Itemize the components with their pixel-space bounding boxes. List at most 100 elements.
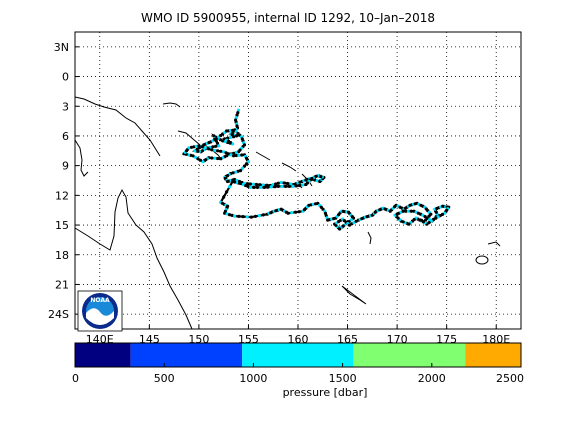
lat-tick-label: 0	[62, 71, 69, 84]
track-point	[236, 108, 241, 112]
track-point	[198, 158, 202, 162]
track-point	[253, 214, 257, 218]
logo-gull	[86, 308, 114, 325]
coastline-new-ireland	[177, 130, 201, 146]
track-point	[210, 148, 214, 152]
coastline-vanuatu	[367, 231, 372, 245]
coastline-solomon-1	[255, 151, 271, 161]
track-point	[231, 179, 235, 184]
track-point	[291, 184, 295, 188]
track-point	[192, 145, 196, 149]
track-point	[237, 214, 241, 218]
coastline-new-guinea	[74, 96, 161, 157]
track-point	[225, 190, 229, 194]
track-point	[224, 151, 228, 155]
track-point	[234, 153, 238, 158]
track-point	[240, 166, 245, 170]
track-point	[219, 149, 223, 153]
track-point	[216, 149, 220, 153]
track-point	[228, 213, 232, 217]
track-point	[280, 184, 284, 188]
track-point	[237, 153, 241, 157]
coastline-fiji-1	[475, 255, 489, 265]
track-point	[409, 209, 413, 213]
track-point	[261, 213, 265, 217]
lat-tick-label: 3N	[54, 41, 69, 54]
colorbar-tick-label: 1500	[329, 372, 357, 385]
track-point	[229, 135, 233, 139]
colorbar-band	[75, 343, 131, 367]
track-point	[193, 155, 197, 159]
colorbar-tick-label: 0	[72, 372, 79, 385]
lat-tick-label: 12	[55, 189, 69, 202]
track-point	[254, 182, 258, 187]
track-point	[228, 141, 232, 145]
colorbar-tick-label: 2000	[418, 372, 446, 385]
track-point	[234, 116, 238, 120]
track-point	[207, 147, 211, 151]
track-point	[223, 211, 227, 215]
track-point	[231, 171, 235, 175]
track-point	[200, 145, 204, 149]
lat-tick-label: 24S	[48, 308, 69, 321]
coastline-new-britain	[162, 102, 181, 108]
track-point	[287, 184, 291, 188]
coastline-papua-south	[74, 139, 89, 177]
float-track	[182, 108, 451, 231]
track-point	[276, 184, 280, 188]
track-point	[255, 185, 259, 189]
track-point	[187, 146, 191, 150]
track-point	[304, 182, 308, 187]
colorbar-band	[465, 343, 521, 367]
track-point	[406, 209, 411, 213]
track-point	[201, 160, 205, 164]
colorbar-band	[353, 343, 466, 367]
colorbar-frame	[74, 342, 522, 368]
track-point	[233, 214, 237, 218]
coastlines	[74, 96, 501, 330]
track-point	[227, 152, 231, 156]
colorbar-tick-labels: 0 500 1000 1500 2000 2500	[72, 363, 524, 385]
track-point	[351, 216, 356, 220]
track-point	[217, 144, 221, 148]
track-point	[252, 185, 256, 189]
track-point	[216, 156, 220, 161]
track-point	[241, 182, 245, 187]
track-point	[238, 169, 243, 173]
plot-title: WMO ID 5900955, internal ID 1292, 10–Jan…	[140, 11, 436, 25]
track-point	[349, 218, 353, 222]
track-point	[262, 185, 266, 189]
track-point	[242, 164, 247, 168]
track-point	[196, 157, 200, 161]
track-point	[273, 185, 277, 189]
track-point	[245, 215, 249, 219]
logo-text: NOAA	[90, 297, 110, 304]
track-point	[293, 210, 298, 214]
track-point	[401, 209, 405, 213]
track-point	[203, 146, 207, 150]
track-point	[214, 144, 218, 148]
track-point	[286, 211, 290, 215]
colorbar-tick-label: 500	[154, 372, 175, 385]
track-point	[248, 185, 252, 189]
track-point	[232, 151, 236, 155]
map-frame	[74, 31, 522, 330]
track-point	[261, 183, 265, 187]
track-point	[249, 215, 253, 219]
track-point	[251, 182, 255, 186]
track-point	[258, 183, 262, 187]
track-point	[269, 185, 273, 189]
colorbar-tick-label: 1000	[239, 372, 267, 385]
track-point	[213, 156, 217, 160]
track-point	[193, 149, 197, 153]
track-point	[229, 153, 233, 157]
track-point	[231, 142, 235, 146]
track-point	[297, 210, 301, 214]
track-point	[427, 221, 431, 225]
map-grid	[75, 32, 521, 329]
track-point	[236, 150, 241, 154]
track-point	[425, 216, 429, 220]
track-point	[246, 160, 250, 164]
track-point	[232, 154, 236, 158]
track-point	[189, 145, 194, 149]
